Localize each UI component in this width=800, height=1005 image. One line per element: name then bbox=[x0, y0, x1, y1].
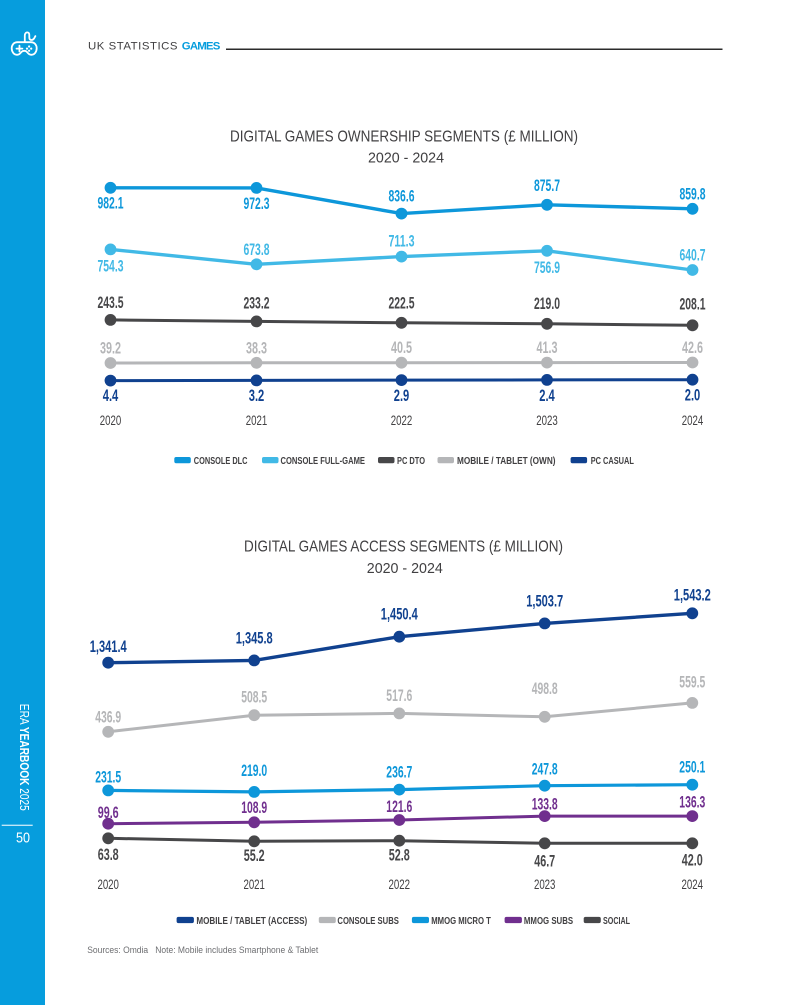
svg-text:982.1: 982.1 bbox=[98, 195, 124, 213]
svg-text:CONSOLE FULL-GAME: CONSOLE FULL-GAME bbox=[281, 456, 366, 467]
svg-text:2022: 2022 bbox=[391, 412, 413, 428]
svg-text:99.6: 99.6 bbox=[98, 804, 119, 822]
svg-text:231.5: 231.5 bbox=[95, 768, 121, 786]
svg-text:DIGITAL GAMES ACCESS SEGMENTS: DIGITAL GAMES ACCESS SEGMENTS (£ MILLION… bbox=[244, 539, 563, 556]
svg-text:PC CASUAL: PC CASUAL bbox=[591, 456, 634, 467]
svg-text:250.1: 250.1 bbox=[679, 759, 705, 777]
svg-text:4.4: 4.4 bbox=[103, 387, 119, 405]
svg-text:2020 - 2024: 2020 - 2024 bbox=[368, 150, 444, 167]
svg-text:1,341.4: 1,341.4 bbox=[90, 638, 127, 656]
svg-text:MMOG SUBS: MMOG SUBS bbox=[524, 916, 573, 927]
svg-text:859.8: 859.8 bbox=[680, 185, 706, 203]
svg-text:517.6: 517.6 bbox=[386, 687, 412, 705]
svg-text:243.5: 243.5 bbox=[98, 294, 124, 312]
svg-text:219.0: 219.0 bbox=[241, 762, 267, 780]
svg-text:40.5: 40.5 bbox=[391, 339, 412, 357]
svg-text:1,503.7: 1,503.7 bbox=[526, 593, 563, 611]
svg-text:2024: 2024 bbox=[682, 412, 704, 428]
svg-text:2020 - 2024: 2020 - 2024 bbox=[367, 560, 443, 577]
svg-text:2021: 2021 bbox=[243, 876, 265, 892]
svg-text:436.9: 436.9 bbox=[95, 708, 121, 726]
svg-text:208.1: 208.1 bbox=[680, 295, 706, 313]
svg-text:508.5: 508.5 bbox=[241, 688, 267, 706]
svg-text:2022: 2022 bbox=[389, 876, 411, 892]
svg-text:108.9: 108.9 bbox=[241, 799, 267, 817]
svg-text:236.7: 236.7 bbox=[386, 764, 412, 782]
svg-text:222.5: 222.5 bbox=[389, 295, 415, 313]
svg-text:2.9: 2.9 bbox=[394, 387, 410, 405]
svg-text:3.2: 3.2 bbox=[249, 387, 265, 405]
svg-text:247.8: 247.8 bbox=[532, 760, 558, 778]
svg-text:233.2: 233.2 bbox=[244, 294, 270, 312]
svg-text:46.7: 46.7 bbox=[534, 852, 555, 870]
svg-text:711.3: 711.3 bbox=[389, 232, 415, 250]
svg-text:2021: 2021 bbox=[246, 412, 268, 428]
svg-text:63.8: 63.8 bbox=[98, 846, 119, 864]
svg-text:754.3: 754.3 bbox=[98, 258, 124, 276]
svg-text:2023: 2023 bbox=[536, 412, 558, 428]
svg-text:MOBILE / TABLET (OWN): MOBILE / TABLET (OWN) bbox=[457, 456, 556, 467]
svg-text:39.2: 39.2 bbox=[100, 339, 121, 357]
svg-text:42.6: 42.6 bbox=[682, 339, 703, 357]
svg-text:875.7: 875.7 bbox=[534, 177, 560, 195]
svg-text:52.8: 52.8 bbox=[389, 847, 410, 865]
svg-text:MMOG MICRO T: MMOG MICRO T bbox=[431, 916, 491, 927]
svg-text:MOBILE / TABLET (ACCESS): MOBILE / TABLET (ACCESS) bbox=[196, 916, 307, 927]
svg-text:1,345.8: 1,345.8 bbox=[236, 629, 273, 647]
svg-text:ERA YEARBOOK 2025: ERA YEARBOOK 2025 bbox=[17, 704, 31, 811]
svg-text:CONSOLE SUBS: CONSOLE SUBS bbox=[337, 916, 399, 927]
svg-text:42.0: 42.0 bbox=[682, 852, 703, 870]
svg-text:CONSOLE DLC: CONSOLE DLC bbox=[194, 456, 248, 467]
svg-text:55.2: 55.2 bbox=[244, 847, 265, 865]
svg-text:136.3: 136.3 bbox=[679, 793, 705, 811]
svg-text:UK STATISTICS: UK STATISTICS bbox=[88, 40, 178, 52]
svg-text:2020: 2020 bbox=[97, 876, 119, 892]
svg-text:133.8: 133.8 bbox=[532, 795, 558, 813]
svg-text:673.8: 673.8 bbox=[244, 241, 270, 259]
svg-text:559.5: 559.5 bbox=[679, 674, 705, 692]
svg-text:2023: 2023 bbox=[534, 876, 556, 892]
svg-text:50: 50 bbox=[16, 829, 30, 846]
svg-text:2.4: 2.4 bbox=[539, 387, 555, 405]
svg-text:640.7: 640.7 bbox=[680, 247, 706, 265]
svg-text:GAMES: GAMES bbox=[182, 40, 221, 52]
svg-text:498.8: 498.8 bbox=[532, 680, 558, 698]
svg-text:1,450.4: 1,450.4 bbox=[381, 606, 418, 624]
svg-text:972.3: 972.3 bbox=[244, 195, 270, 213]
svg-text:756.9: 756.9 bbox=[534, 259, 560, 277]
svg-text:1,543.2: 1,543.2 bbox=[674, 586, 711, 604]
svg-text:PC DTO: PC DTO bbox=[397, 456, 425, 467]
svg-text:2020: 2020 bbox=[100, 412, 122, 428]
svg-text:2.0: 2.0 bbox=[685, 387, 701, 405]
svg-text:41.3: 41.3 bbox=[537, 339, 558, 357]
svg-text:38.3: 38.3 bbox=[246, 339, 267, 357]
svg-text:219.0: 219.0 bbox=[534, 295, 560, 313]
svg-text:121.6: 121.6 bbox=[386, 798, 412, 816]
svg-text:Sources: Omdia Note: Mobile: Sources: Omdia Note: Mobile includes Sma… bbox=[87, 945, 318, 955]
svg-text:2024: 2024 bbox=[682, 876, 704, 892]
svg-text:DIGITAL GAMES OWNERSHIP SEGMEN: DIGITAL GAMES OWNERSHIP SEGMENTS (£ MILL… bbox=[230, 128, 578, 145]
svg-text:836.6: 836.6 bbox=[389, 187, 415, 205]
svg-text:SOCIAL: SOCIAL bbox=[603, 916, 630, 927]
